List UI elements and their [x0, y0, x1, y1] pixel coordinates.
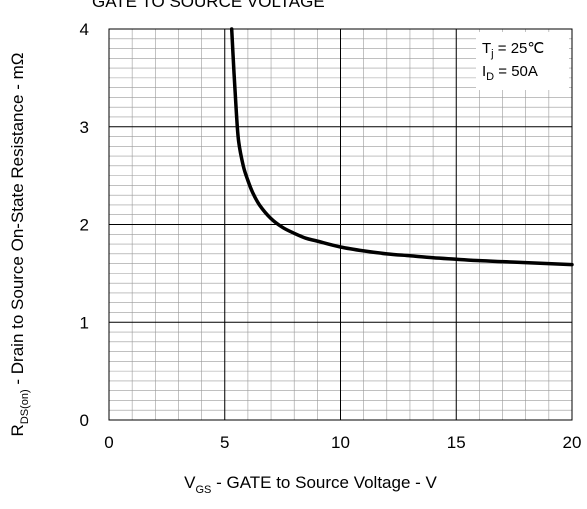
- legend-background: [476, 32, 569, 90]
- rdson-curve: [229, 27, 574, 267]
- y-tick-label: 3: [80, 118, 89, 137]
- chart-title: GATE TO SOURCE VOLTAGE: [92, 0, 325, 11]
- y-tick-labels: 0 1 2 3 4: [80, 20, 89, 430]
- y-tick-label: 2: [80, 216, 89, 235]
- x-tick-label: 15: [447, 433, 466, 452]
- series-layer: [229, 27, 574, 267]
- y-tick-label: 4: [80, 20, 89, 39]
- x-tick-label: 0: [104, 433, 113, 452]
- major-grid: [109, 29, 572, 420]
- plot-frame: [108, 28, 573, 421]
- condition-label: ID = 50A: [482, 63, 538, 83]
- x-tick-label: 10: [331, 433, 350, 452]
- conditions-legend: Tj = 25℃ ID = 50A: [476, 32, 569, 90]
- x-tick-label: 20: [563, 433, 582, 452]
- y-tick-label: 0: [80, 411, 89, 430]
- y-axis-title: RDS(on) - Drain to Source On-State Resis…: [8, 53, 31, 437]
- x-axis-title: VGS - GATE to Source Voltage - V: [184, 473, 437, 496]
- condition-label: Tj = 25℃: [482, 40, 544, 60]
- y-tick-label: 1: [80, 313, 89, 332]
- x-tick-label: 5: [220, 433, 229, 452]
- x-tick-labels: 0 5 10 15 20: [104, 433, 581, 452]
